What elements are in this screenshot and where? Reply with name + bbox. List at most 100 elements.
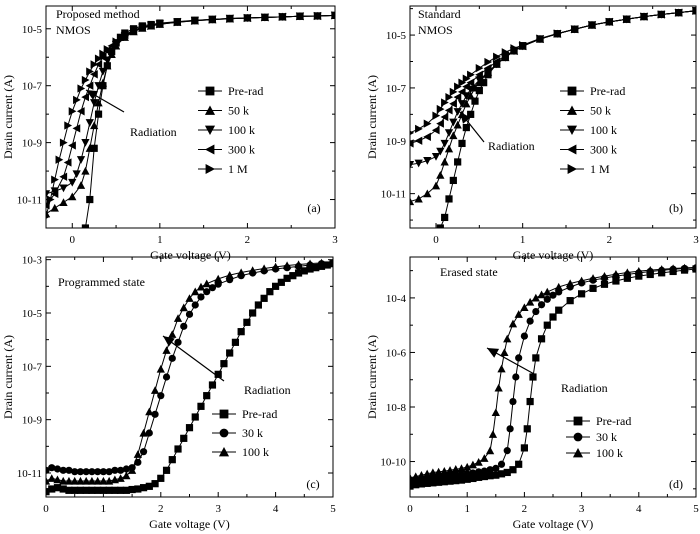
data-point [173,18,182,27]
data-point [600,271,609,280]
data-point [537,301,546,309]
data-point [414,194,423,203]
panel-letter: (d) [669,477,683,491]
data-point [99,468,107,476]
plot-area [410,6,696,228]
data-point [76,107,85,116]
radiation-arrow-head [163,336,175,347]
data-point [444,144,454,153]
data-point [259,264,269,273]
data-point [312,264,320,272]
series-pre-rad [81,11,335,228]
data-point [480,467,488,475]
data-point [475,86,483,95]
data-point [63,158,72,167]
y-tick-label: 10-5 [386,30,407,42]
legend-marker [572,447,584,458]
data-point [68,192,77,201]
legend-marker [205,86,215,96]
data-point [566,297,574,305]
data-point [668,264,678,273]
series-line [46,14,335,206]
data-point [485,446,495,455]
data-point [449,87,458,97]
y-tick-label: 10-5 [22,308,43,320]
data-point [526,397,534,406]
data-point [589,284,597,292]
data-point [410,197,415,206]
data-point [93,476,102,485]
data-point [162,346,171,354]
data-point [519,40,527,50]
plot-area [410,263,696,490]
legend-marker [566,125,578,136]
x-tick-label: 5 [330,503,336,515]
series-1-m [410,6,696,136]
data-point [523,425,531,433]
x-tick-label: 5 [693,503,699,515]
data-point [454,82,462,91]
data-point [440,112,449,122]
data-point [444,129,454,137]
data-point [94,486,102,494]
data-point [520,444,528,452]
data-point [168,354,176,362]
data-point [423,479,431,487]
series-30-k [46,259,333,476]
data-point [59,476,68,485]
data-point [471,97,479,105]
panel-subtitle: NMOS [418,23,453,37]
data-point [531,293,540,302]
data-point [435,478,443,486]
radiation-annotation: Radiation [130,125,177,139]
data-point [225,270,234,279]
data-point [451,465,460,473]
legend: Pre-rad 30 k 100 k [212,407,277,459]
panel-letter: (b) [669,201,683,215]
data-point [111,466,119,474]
legend-label: 100 k [242,445,269,459]
series-line [46,261,333,482]
data-point [475,468,483,476]
data-point [87,476,97,485]
data-point [600,280,609,288]
data-point [59,466,67,474]
data-point [145,407,154,416]
data-point [328,258,333,266]
data-point [248,266,257,274]
data-point [133,450,142,458]
legend-marker [573,416,583,426]
plot-area [46,258,333,496]
legend-marker [219,409,229,419]
data-point [623,268,632,277]
data-point [313,11,322,21]
chart-panel-c: 0 1 2 3 4 5 10-11 10-9 10-7 10-5 10-3 Gate voltage … [1,255,336,531]
data-point [174,445,182,453]
data-point [458,139,466,148]
data-point [138,23,147,33]
data-point [436,104,445,114]
data-point [446,472,454,480]
data-point [444,106,453,115]
data-point [486,472,494,480]
data-point [457,476,466,484]
data-point [64,476,74,485]
data-point [243,13,252,23]
data-point [436,119,444,128]
data-point [605,17,614,26]
data-point [452,471,460,479]
data-point [431,153,441,161]
data-point [76,156,86,164]
x-tick-label: 4 [273,503,279,515]
data-point [203,392,211,400]
data-point [289,272,297,280]
data-point [549,313,557,321]
data-point [331,11,335,20]
chart-panel-b: 0 1 2 3 10-11 10-9 10-7 10-5 Gate voltage (V) Dra… [365,5,699,262]
data-point [98,53,107,62]
data-point [129,26,138,36]
data-point [208,381,217,389]
data-point [415,124,423,134]
data-point [145,429,153,437]
data-point [243,318,251,326]
